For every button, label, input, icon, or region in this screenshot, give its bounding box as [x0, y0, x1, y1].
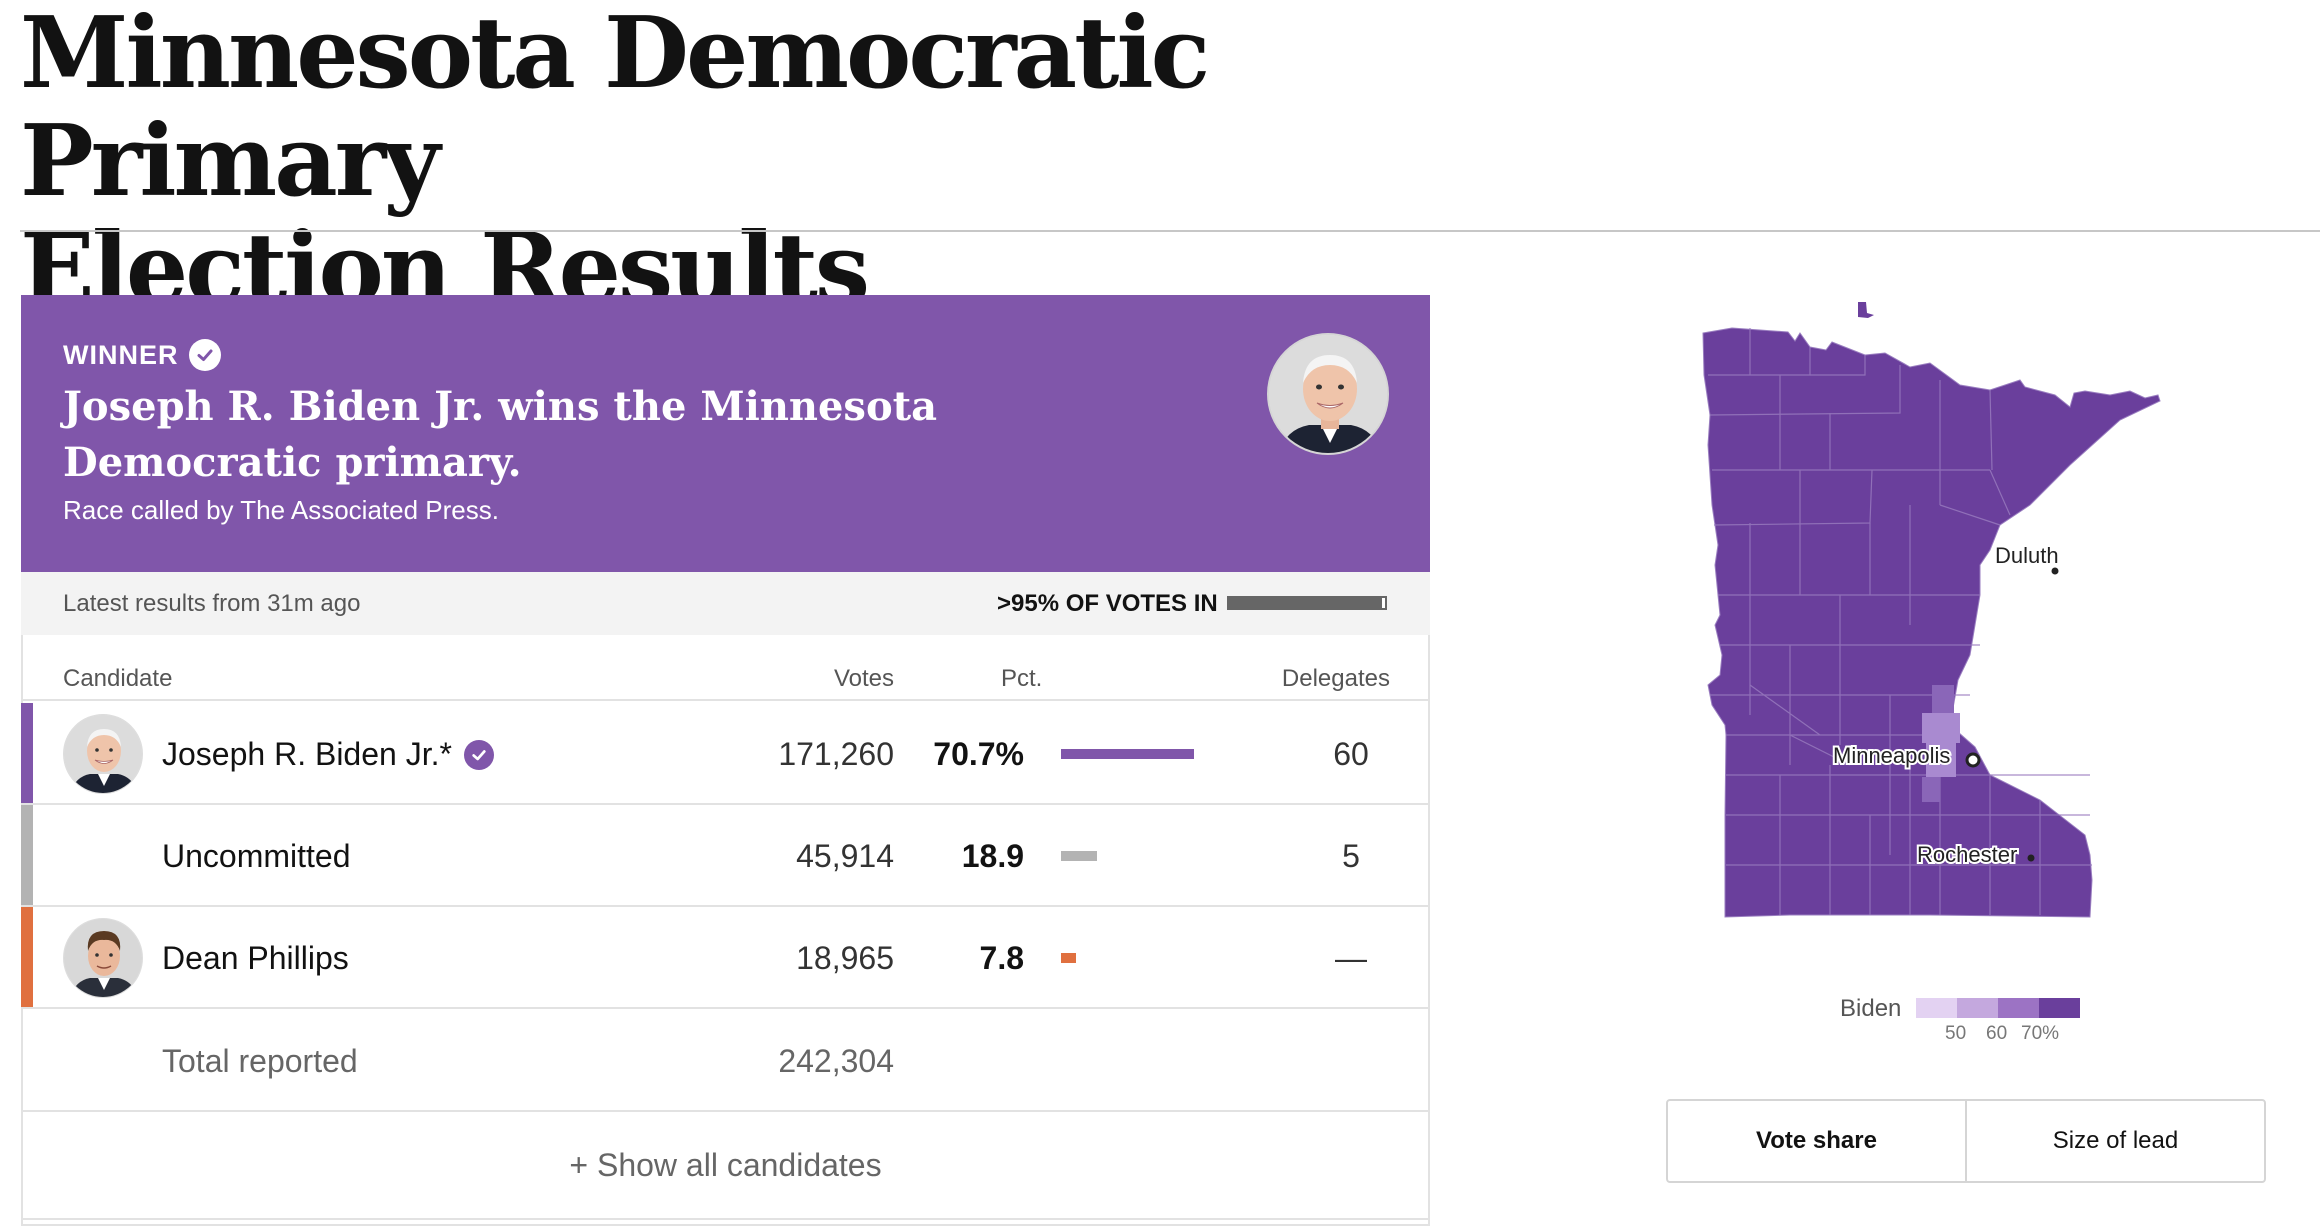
- candidate-delegates: 5: [1342, 838, 1360, 874]
- candidate-name-text: Uncommitted: [162, 838, 351, 874]
- candidate-name: Dean Phillips: [162, 940, 349, 977]
- total-votes: 242,304: [778, 1043, 894, 1079]
- winner-headline: Joseph R. Biden Jr. wins the Minnesota D…: [63, 383, 938, 486]
- legend-tick: 70%: [2021, 1023, 2060, 1044]
- reporting-progress-fill: [1229, 598, 1382, 608]
- header-delegates: Delegates: [1281, 665, 1390, 692]
- biden-portrait-icon: [1267, 333, 1389, 455]
- race-call-note: Race called by The Associated Press.: [63, 495, 499, 525]
- city-label-duluth: Duluth: [1995, 543, 2059, 568]
- header-pct: Pct.: [1001, 665, 1043, 692]
- candidate-pct: 7.8: [979, 940, 1024, 976]
- total-label: Total reported: [162, 1043, 358, 1079]
- county-borders: [1708, 328, 2092, 915]
- candidate-delegates: 60: [1333, 736, 1369, 772]
- legend-swatch: [2039, 998, 2080, 1018]
- candidate-delegates: —: [1335, 940, 1367, 976]
- winner-banner: WINNER Joseph R. Biden Jr. wins the Minn…: [21, 295, 1430, 572]
- winner-text: WINNER: [63, 339, 179, 370]
- latest-results-time: Latest results from 31m ago: [63, 590, 361, 617]
- pct-bar: [1061, 953, 1076, 963]
- phillips-avatar-icon: [63, 918, 143, 998]
- header-candidate: Candidate: [63, 665, 173, 692]
- pct-bar: [1061, 851, 1097, 861]
- show-all-candidates-button[interactable]: + Show all candidates: [569, 1146, 882, 1183]
- page-title-line-1: Minnesota Democratic Primary: [20, 0, 1210, 219]
- results-status-bar: Latest results from 31m ago >95% OF VOTE…: [21, 572, 1430, 635]
- size-of-lead-button[interactable]: Size of lead: [1965, 1101, 2264, 1181]
- page-title: Minnesota Democratic Primary Election Re…: [20, 0, 1420, 324]
- row-color-stripe: [21, 703, 33, 803]
- metro-counties: [1922, 685, 1960, 802]
- results-table-header: Candidate Votes Pct. Delegates: [21, 635, 1430, 701]
- candidate-votes: 18,965: [796, 940, 894, 976]
- row-color-stripe: [21, 805, 33, 905]
- reporting-progress-bar: [1227, 596, 1387, 610]
- city-labels: Duluth Minneapolis Rochester: [1831, 541, 2061, 869]
- city-label-minneapolis: Minneapolis: [1833, 743, 1950, 768]
- legend-swatch: [1998, 998, 2039, 1018]
- winner-check-icon: [463, 739, 494, 770]
- total-row: Total reported 242,304: [21, 1010, 1430, 1112]
- legend-swatch: [1916, 998, 1957, 1018]
- city-label-rochester: Rochester: [1917, 842, 2017, 867]
- candidate-name: Uncommitted: [162, 838, 351, 875]
- candidate-name-text: Joseph R. Biden Jr.*: [162, 736, 452, 772]
- city-markers: [1965, 567, 2059, 862]
- votes-in-label: >95% OF VOTES IN: [997, 590, 1218, 617]
- county-map[interactable]: Duluth Minneapolis Rochester: [1690, 295, 2250, 925]
- winner-label: WINNER: [63, 339, 221, 371]
- pct-bar: [1061, 749, 1194, 759]
- check-icon: [188, 339, 221, 371]
- legend-label: Biden: [1840, 995, 1902, 1022]
- candidate-votes: 171,260: [778, 736, 894, 772]
- header-votes: Votes: [833, 665, 894, 692]
- legend-tick: 60: [1986, 1023, 2008, 1044]
- biden-avatar-icon: [63, 714, 143, 794]
- table-row: Uncommitted 45,914 18.9 5: [21, 805, 1430, 907]
- title-divider: [20, 230, 2320, 232]
- candidate-pct: 70.7%: [933, 736, 1024, 772]
- candidate-votes: 45,914: [796, 838, 894, 874]
- legend-swatch: [1957, 998, 1998, 1018]
- candidate-pct: 18.9: [961, 838, 1024, 874]
- map-mode-toggle: Vote share Size of lead: [1666, 1099, 2266, 1183]
- candidate-name: Joseph R. Biden Jr.*: [162, 736, 494, 773]
- card-bottom-divider: [21, 1218, 1430, 1220]
- candidate-name-text: Dean Phillips: [162, 940, 349, 976]
- minnesota-state-shape[interactable]: [1702, 302, 2161, 918]
- row-color-stripe: [21, 907, 33, 1007]
- legend-tick: 50: [1945, 1023, 1967, 1044]
- table-row: Dean Phillips 18,965 7.8 —: [21, 907, 1430, 1009]
- vote-share-button[interactable]: Vote share: [1756, 1127, 1877, 1154]
- table-row: Joseph R. Biden Jr.* 171,260 70.7% 60: [21, 703, 1430, 805]
